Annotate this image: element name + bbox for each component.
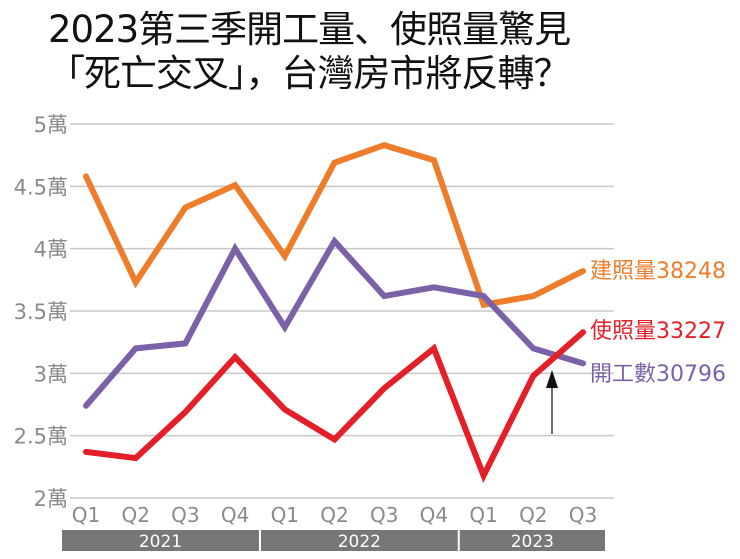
year-label: 2021 <box>139 532 182 552</box>
x-tick-label: Q3 <box>569 503 597 527</box>
title-line-1: 2023第三季開工量、使照量驚見 <box>48 8 571 51</box>
x-tick-label: Q4 <box>420 503 448 527</box>
x-tick-label: Q4 <box>221 503 249 527</box>
chart-title: 2023第三季開工量、使照量驚見 「死亡交叉」，台灣房市將反轉？ <box>48 8 571 96</box>
y-tick-label: 4萬 <box>34 238 68 262</box>
year-band <box>62 530 259 551</box>
year-band <box>260 530 458 551</box>
x-tick-label: Q3 <box>171 503 199 527</box>
y-tick-label: 4.5萬 <box>14 175 68 199</box>
series-line-開工數 <box>83 236 586 409</box>
x-tick-label: Q2 <box>320 503 348 527</box>
series-line-使照量 <box>83 329 586 483</box>
y-tick-label: 2萬 <box>34 487 68 511</box>
y-tick-label: 3.5萬 <box>14 300 68 324</box>
series-line-建照量 <box>83 142 586 309</box>
x-tick-label: Q2 <box>519 503 547 527</box>
year-band <box>459 530 605 551</box>
x-tick-label: Q1 <box>271 503 299 527</box>
x-tick-label: Q1 <box>469 503 497 527</box>
y-tick-label: 2.5萬 <box>14 425 68 449</box>
annotation-arrow-head <box>546 370 558 388</box>
x-tick-label: Q1 <box>72 503 100 527</box>
series-label: 建照量38248 <box>590 259 726 284</box>
x-tick-label: Q2 <box>121 503 149 527</box>
series-label: 使照量33227 <box>590 319 726 344</box>
y-tick-label: 3萬 <box>34 362 68 386</box>
y-tick-label: 5萬 <box>34 113 68 137</box>
year-label: 2023 <box>511 532 554 552</box>
series-label: 開工數30796 <box>590 362 726 387</box>
x-tick-label: Q3 <box>370 503 398 527</box>
title-line-2: 「死亡交叉」，台灣房市將反轉？ <box>48 52 571 95</box>
year-label: 2022 <box>338 532 381 552</box>
